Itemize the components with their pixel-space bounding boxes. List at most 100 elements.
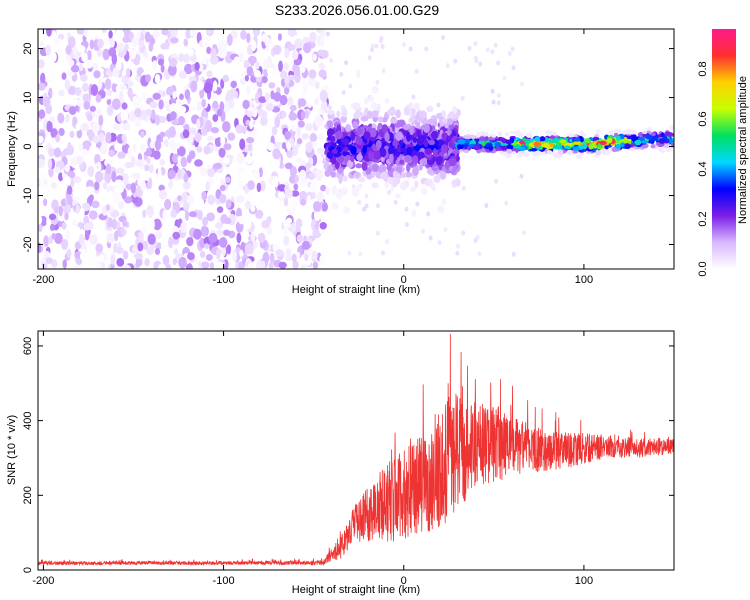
spectrogram-cell	[286, 149, 294, 159]
spectrogram-cell	[148, 163, 154, 174]
spectrogram-cell	[277, 33, 282, 41]
spectrogram-cell	[291, 145, 299, 157]
spectrogram-cell	[203, 82, 213, 94]
spectrogram-cell	[387, 189, 392, 195]
spectrogram-cell	[397, 119, 406, 128]
spectrogram-cell	[325, 186, 331, 195]
spectrogram-cell	[154, 139, 162, 151]
spectrogram-cell	[187, 48, 194, 57]
spectrogram-cell	[98, 114, 104, 126]
spectrogram-cell	[178, 210, 187, 220]
spectrogram-cell	[350, 155, 355, 162]
spectrogram-cell	[509, 130, 515, 135]
spectrogram-cell	[387, 176, 393, 184]
spectrogram-cell	[430, 183, 436, 191]
spectrogram-cell	[432, 118, 438, 127]
spectrogram-cell	[428, 139, 436, 146]
spectrogram-cell	[456, 143, 464, 150]
spectrogram-cell	[336, 156, 345, 164]
spectrogram-cell	[575, 154, 583, 159]
spectrogram-cell	[73, 226, 81, 237]
spectrogram-cell	[559, 139, 567, 144]
spectrogram-cell	[304, 253, 309, 262]
spectrogram-cell	[490, 88, 495, 94]
spectrogram-cell	[68, 106, 77, 115]
spectrogram-cell	[284, 47, 290, 59]
spectrogram-cell	[295, 218, 303, 229]
y-tick-label: 600	[22, 337, 34, 355]
spectrogram-cell	[428, 235, 433, 241]
spectrogram-cell	[80, 207, 85, 217]
spectrogram-cell	[281, 142, 287, 150]
spectrogram-cell	[595, 128, 601, 134]
x-tick-label: 0	[401, 575, 407, 587]
spectrogram-cell	[256, 182, 262, 193]
spectrogram-cell	[293, 183, 299, 191]
snr-panel: -200 -100 0 100 0 200 400 600 Height of straig…	[6, 330, 675, 596]
spectrogram-cell	[104, 158, 113, 167]
spectrogram-cell	[82, 93, 92, 102]
spectrogram-cell	[448, 157, 457, 167]
spectrogram-cell	[426, 211, 431, 217]
spectrogram-cell	[663, 135, 668, 142]
spectrogram-cell	[220, 135, 226, 146]
spectrogram-cell	[364, 203, 369, 209]
spectrogram-cell	[316, 147, 325, 154]
spectrogram-cell	[167, 64, 177, 76]
spectrogram-cell	[43, 250, 51, 258]
spectrogram-cell	[217, 48, 227, 59]
spectrogram-cell	[105, 131, 112, 144]
spectrogram-cell	[280, 70, 288, 80]
spectrogram-cell	[335, 191, 343, 200]
spectrogram-cell	[371, 110, 379, 118]
spectrogram-cell	[588, 143, 594, 150]
spectrogram-cell	[188, 211, 197, 218]
spectrogram-cell	[38, 172, 47, 183]
spectrogram-cell	[534, 136, 541, 143]
spectrogram-cell	[363, 97, 370, 105]
spectrogram-cell	[224, 217, 232, 225]
spectrogram-cell	[38, 82, 46, 91]
y-tick-label: 10	[22, 91, 34, 103]
spectrogram-cell	[440, 172, 447, 179]
spectrogram-cell	[550, 131, 558, 137]
spectrogram-cell	[233, 56, 240, 64]
spectrogram-cell	[80, 123, 90, 132]
spectrogram-cell	[344, 60, 349, 66]
spectrogram-cell	[246, 136, 255, 144]
spectrogram-cell	[499, 150, 504, 155]
spectrogram-cell	[392, 140, 398, 147]
spectrogram-cell	[287, 96, 294, 107]
spectrogram-cell	[384, 181, 390, 189]
spectrogram-cell	[291, 253, 297, 263]
spectrogram-cell	[519, 81, 524, 87]
spectrogram-cell	[427, 118, 433, 124]
spectrogram-cell	[494, 142, 502, 147]
spectrogram-cell	[599, 140, 607, 146]
spectrogram-cell	[131, 257, 137, 265]
spectrogram-cell	[151, 30, 161, 38]
spectrogram-cell	[539, 136, 546, 142]
spectrogram-cell	[225, 199, 232, 209]
spectrogram-cell	[300, 110, 306, 120]
spectrogram-cell	[403, 106, 410, 116]
spectrogram-cell	[112, 218, 117, 230]
spectrogram-cell	[491, 99, 496, 105]
spectrogram-cell	[75, 121, 81, 132]
spectrogram-cell	[207, 194, 216, 206]
spectrogram-cell	[416, 129, 421, 138]
spectrogram-cell	[185, 263, 193, 269]
spectrogram-cell	[284, 130, 291, 141]
spectrogram-cell	[172, 90, 177, 99]
spectrogram-cell	[121, 102, 128, 110]
spectrogram-cell	[124, 161, 134, 169]
spectrogram-cell	[461, 230, 466, 236]
spectrogram-cell	[183, 173, 189, 183]
spectrogram-cell	[320, 49, 329, 59]
spectrogram-cell	[187, 252, 195, 261]
spectrogram-cell	[91, 147, 100, 155]
spectrogram-cell	[230, 80, 238, 89]
spectrogram-cell	[102, 181, 108, 190]
spectrogram-cell	[361, 161, 368, 171]
spectrogram-cell	[417, 151, 425, 159]
